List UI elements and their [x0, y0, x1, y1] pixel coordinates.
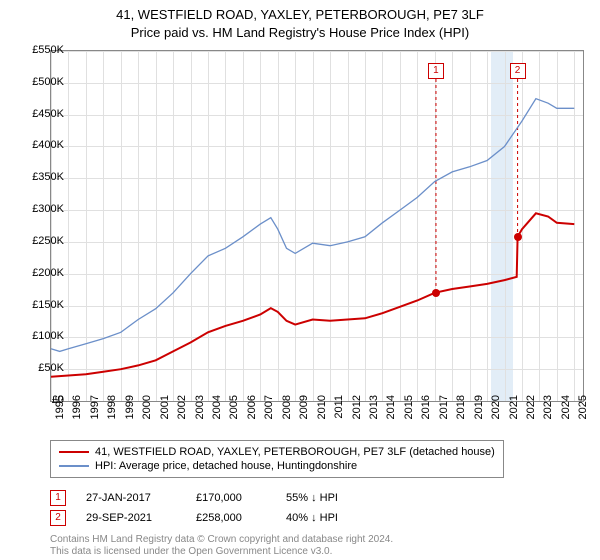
chart-container: 41, WESTFIELD ROAD, YAXLEY, PETERBOROUGH… — [0, 0, 600, 560]
x-axis-label: 1995 — [54, 395, 66, 435]
x-axis-label: 2024 — [560, 395, 572, 435]
y-axis-label: £400K — [32, 139, 64, 151]
sale-date-1: 27-JAN-2017 — [86, 492, 176, 504]
legend-label: HPI: Average price, detached house, Hunt… — [95, 460, 357, 472]
footer-text: Contains HM Land Registry data © Crown c… — [50, 534, 393, 558]
y-axis-label: £550K — [32, 44, 64, 56]
x-axis-label: 2021 — [508, 395, 520, 435]
sale-row-1: 1 27-JAN-2017 £170,000 55% ↓ HPI — [50, 490, 338, 506]
x-axis-label: 2023 — [542, 395, 554, 435]
plot-area: 12 — [50, 50, 584, 402]
x-axis-label: 1998 — [106, 395, 118, 435]
sale-row-2: 2 29-SEP-2021 £258,000 40% ↓ HPI — [50, 510, 338, 526]
sale-diff-2: 40% ↓ HPI — [286, 512, 338, 524]
legend-box: 41, WESTFIELD ROAD, YAXLEY, PETERBOROUGH… — [50, 440, 504, 478]
x-axis-label: 2022 — [525, 395, 537, 435]
x-axis-label: 2010 — [316, 395, 328, 435]
legend-item: 41, WESTFIELD ROAD, YAXLEY, PETERBOROUGH… — [59, 445, 495, 459]
y-axis-label: £450K — [32, 108, 64, 120]
x-axis-label: 2014 — [385, 395, 397, 435]
x-axis-label: 2020 — [490, 395, 502, 435]
series-hpi — [51, 99, 574, 352]
footer-line-2: This data is licensed under the Open Gov… — [50, 546, 393, 558]
x-axis-label: 2013 — [368, 395, 380, 435]
legend-swatch — [59, 451, 89, 453]
x-axis-label: 2000 — [141, 395, 153, 435]
legend-swatch — [59, 465, 89, 466]
x-axis-label: 2007 — [263, 395, 275, 435]
sale-marker-2: 2 — [50, 510, 66, 526]
x-axis-label: 2005 — [228, 395, 240, 435]
chart-title: 41, WESTFIELD ROAD, YAXLEY, PETERBOROUGH… — [0, 0, 600, 42]
series-property — [51, 213, 574, 376]
y-axis-label: £250K — [32, 235, 64, 247]
x-axis-label: 2011 — [333, 395, 345, 435]
y-axis-label: £200K — [32, 267, 64, 279]
y-axis-label: £150K — [32, 299, 64, 311]
sale-dot — [432, 289, 440, 297]
title-line-2: Price paid vs. HM Land Registry's House … — [0, 24, 600, 42]
sale-price-2: £258,000 — [196, 512, 266, 524]
x-axis-label: 2018 — [455, 395, 467, 435]
x-axis-label: 2012 — [351, 395, 363, 435]
x-axis-label: 2019 — [473, 395, 485, 435]
x-axis-label: 2016 — [420, 395, 432, 435]
x-axis-label: 1999 — [124, 395, 136, 435]
title-line-1: 41, WESTFIELD ROAD, YAXLEY, PETERBOROUGH… — [0, 6, 600, 24]
x-axis-label: 2025 — [577, 395, 589, 435]
sale-diff-1: 55% ↓ HPI — [286, 492, 338, 504]
footer-line-1: Contains HM Land Registry data © Crown c… — [50, 534, 393, 546]
x-axis-label: 2009 — [298, 395, 310, 435]
y-axis-label: £300K — [32, 203, 64, 215]
legend-item: HPI: Average price, detached house, Hunt… — [59, 459, 495, 473]
x-axis-label: 2004 — [211, 395, 223, 435]
marker-label-1: 1 — [428, 63, 444, 79]
sale-date-2: 29-SEP-2021 — [86, 512, 176, 524]
x-axis-label: 2017 — [438, 395, 450, 435]
y-axis-label: £350K — [32, 171, 64, 183]
y-axis-label: £100K — [32, 330, 64, 342]
legend-label: 41, WESTFIELD ROAD, YAXLEY, PETERBOROUGH… — [95, 446, 495, 458]
marker-label-2: 2 — [510, 63, 526, 79]
sale-marker-1: 1 — [50, 490, 66, 506]
x-axis-label: 2015 — [403, 395, 415, 435]
x-axis-label: 1996 — [71, 395, 83, 435]
x-axis-label: 2001 — [159, 395, 171, 435]
x-axis-label: 2003 — [194, 395, 206, 435]
line-svg — [51, 51, 583, 401]
x-axis-label: 2006 — [246, 395, 258, 435]
x-axis-label: 1997 — [89, 395, 101, 435]
sale-dot — [514, 233, 522, 241]
y-axis-label: £500K — [32, 76, 64, 88]
y-axis-label: £50K — [38, 362, 64, 374]
x-axis-label: 2002 — [176, 395, 188, 435]
sale-price-1: £170,000 — [196, 492, 266, 504]
x-axis-label: 2008 — [281, 395, 293, 435]
